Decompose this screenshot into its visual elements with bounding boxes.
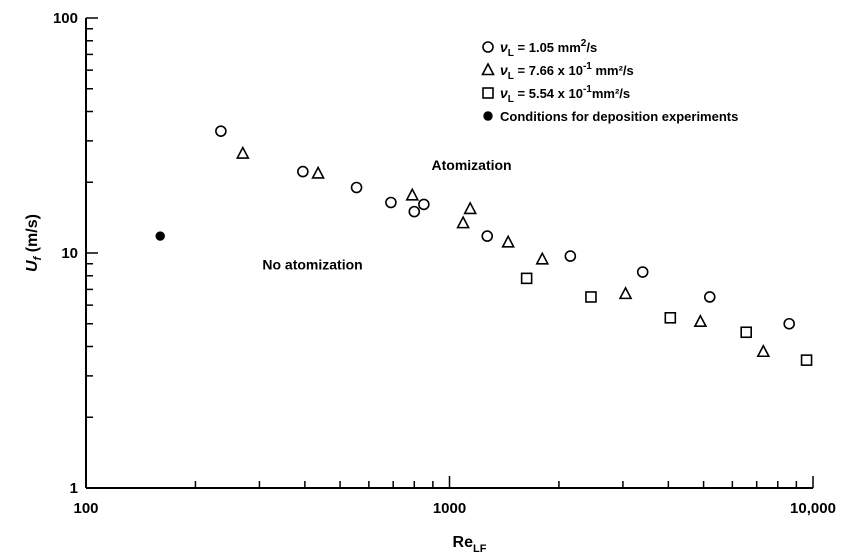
data-point-circle <box>297 165 309 178</box>
data-point-circle <box>408 205 421 218</box>
annotation-label: No atomization <box>262 257 362 273</box>
y-tick-label: 1 <box>70 480 78 497</box>
legend-label: Conditions for deposition experiments <box>500 109 738 124</box>
data-point-triangle <box>693 313 708 328</box>
data-point-circle <box>385 196 397 209</box>
data-point-circle <box>481 230 494 242</box>
data-point-circle <box>215 125 227 137</box>
legend-marker-triangle <box>481 62 495 76</box>
data-point-triangle <box>618 286 633 300</box>
legend-marker-circle <box>482 41 494 53</box>
data-point-square <box>740 326 753 339</box>
data-point-circle <box>636 266 649 278</box>
data-point-square <box>585 291 597 303</box>
data-point-circle <box>783 317 795 330</box>
legend-label: νL = 5.54 x 10-1mm²/s <box>500 84 630 105</box>
y-axis-label: Uf (m/s) <box>24 214 44 272</box>
x-axis-label: ReLF <box>453 534 487 555</box>
data-point-triangle <box>501 234 515 248</box>
data-point-circle <box>418 198 430 211</box>
data-point-triangle <box>756 344 771 358</box>
data-point-square <box>664 311 677 324</box>
data-point-triangle <box>405 187 420 201</box>
legend-marker-filled-circle <box>483 111 493 121</box>
annotation-label: Atomization <box>432 157 512 173</box>
legend-label: νL = 7.66 x 10-1 mm²/s <box>500 61 634 82</box>
data-point-triangle <box>463 201 478 215</box>
data-point-triangle <box>311 165 325 179</box>
data-point-filled-circle <box>155 231 165 241</box>
data-point-circle <box>564 250 577 262</box>
x-tick-label: 1000 <box>433 500 466 517</box>
data-point-square <box>800 354 813 366</box>
y-tick-label: 10 <box>61 245 78 262</box>
x-tick-label: 10,000 <box>790 500 836 517</box>
data-point-triangle <box>535 251 550 265</box>
x-tick-label: 100 <box>73 500 98 517</box>
y-tick-label: 100 <box>53 10 78 27</box>
data-point-circle <box>350 181 363 194</box>
data-point-triangle <box>456 215 470 229</box>
data-point-circle <box>703 291 716 303</box>
legend-marker-square <box>482 87 494 99</box>
data-point-square <box>520 272 533 285</box>
data-point-triangle <box>235 145 250 159</box>
legend-label: νL = 1.05 mm2/s <box>500 38 597 59</box>
